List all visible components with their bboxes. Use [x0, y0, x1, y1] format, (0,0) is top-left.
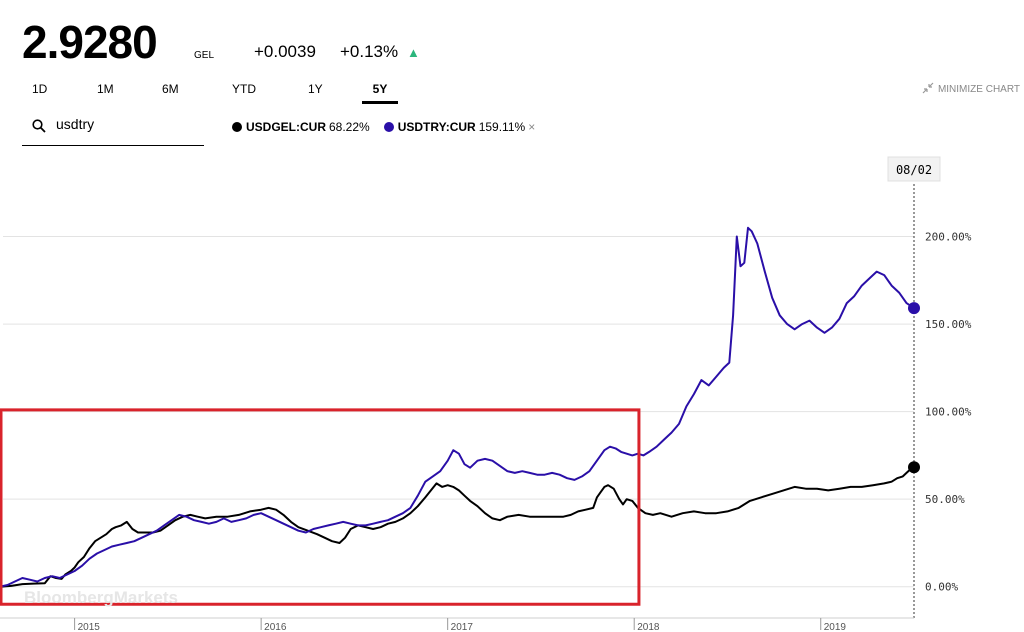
search-icon [32, 119, 46, 133]
y-tick-label: 50.00% [925, 493, 965, 506]
watermark-logo: BloombergMarkets [24, 588, 178, 607]
cursor-label: 08/02 [896, 163, 932, 177]
range-ytd-button[interactable]: YTD [232, 82, 256, 96]
up-arrow-icon: ▲ [407, 45, 420, 60]
range-1d-button[interactable]: 1D [32, 82, 48, 96]
minimize-chart-label: MINIMIZE CHART [937, 84, 1020, 95]
series-line-usdgel [0, 466, 915, 588]
remove-series-icon[interactable]: × [528, 120, 536, 134]
search-input[interactable] [56, 116, 196, 132]
price-change: +0.0039 [254, 42, 316, 61]
legend-series-value: 68.22% [329, 120, 370, 134]
legend-dot-icon [383, 122, 394, 132]
range-1y-button[interactable]: 1Y [308, 82, 323, 96]
x-tick-label: 2019 [824, 622, 847, 632]
range-selector: 1D 1M 6M YTD 1Y 5Y MINIMIZE CHART [22, 80, 1022, 104]
series-end-point-usdgel [908, 461, 920, 474]
legend-item-usdtry[interactable]: USDTRY:CUR 159.11% × [383, 120, 536, 134]
legend-dot-icon [232, 122, 242, 132]
chart-legend: USDGEL:CUR 68.22% USDTRY:CUR 159.11% × [232, 120, 549, 136]
minimize-icon [922, 82, 934, 94]
cursor-label-box [887, 156, 941, 182]
range-6m-button[interactable]: 6M [162, 82, 179, 96]
legend-series-name: USDGEL:CUR [246, 120, 326, 134]
highlight-box [0, 408, 641, 606]
y-tick-label: 100.00% [925, 406, 972, 419]
range-1m-button[interactable]: 1M [97, 82, 114, 96]
series-line-usdtry [0, 226, 915, 588]
y-tick-label: 150.00% [925, 318, 972, 331]
x-tick-label: 2017 [451, 622, 474, 632]
x-tick-label: 2015 [78, 622, 101, 632]
compare-search [22, 108, 204, 146]
x-tick-label: 2016 [264, 622, 287, 632]
series-end-point-usdtry [908, 302, 920, 315]
currency-label: GEL [194, 50, 215, 61]
x-tick-label: 2018 [637, 622, 660, 632]
minimize-chart-button[interactable]: MINIMIZE CHART [922, 82, 1020, 95]
range-5y-button[interactable]: 5Y [362, 80, 398, 104]
legend-series-value: 159.11% [478, 120, 526, 134]
y-tick-label: 0.00% [925, 581, 958, 594]
legend-series-name: USDTRY:CUR [397, 120, 476, 134]
y-tick-label: 200.00% [925, 231, 972, 244]
price-value: 2.9280 [22, 16, 158, 68]
price-change-percent: +0.13% [340, 42, 399, 61]
legend-item-usdgel[interactable]: USDGEL:CUR 68.22% [232, 120, 370, 134]
